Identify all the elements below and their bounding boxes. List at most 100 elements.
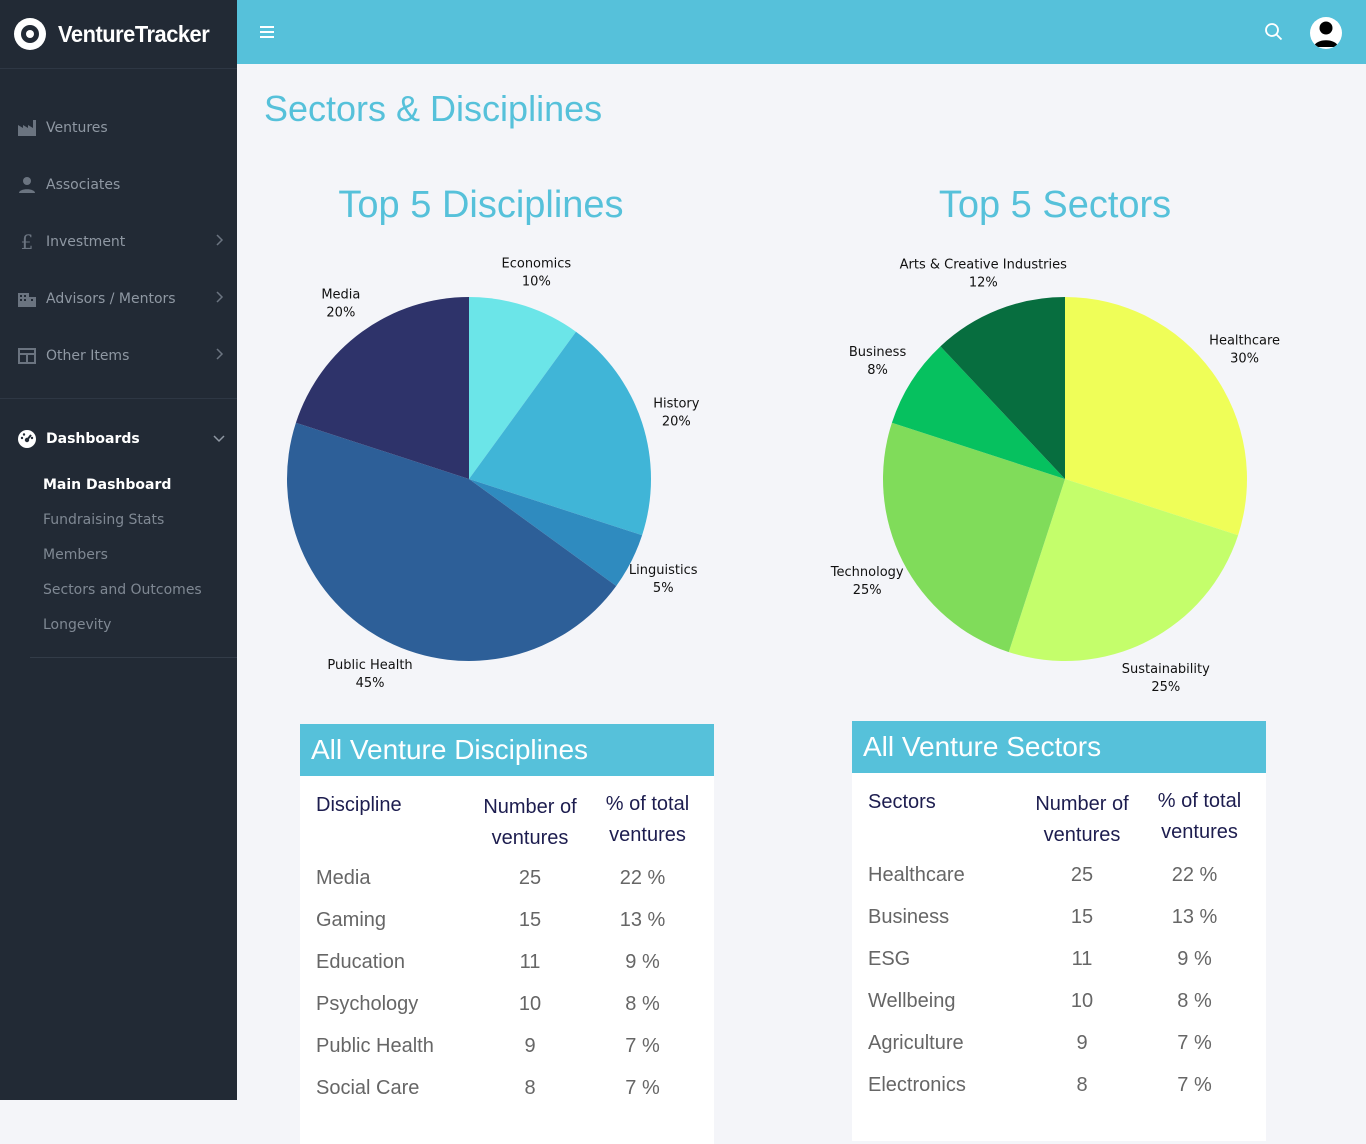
row-name: Healthcare [868,864,965,886]
row-name: ESG [868,948,911,970]
sidebar-item-advisors[interactable]: Advisors / Mentors [0,270,237,327]
column-header-count-line2: ventures [491,827,569,849]
column-header-percent: % of total ventures [1142,786,1257,848]
sidebar-subitem-sectors-outcomes[interactable]: Sectors and Outcomes [43,581,202,598]
row-percent: 7 % [625,1077,660,1099]
sidebar-subitem-main-dashboard[interactable]: Main Dashboard [43,476,172,493]
sidebar-item-investment[interactable]: £ Investment [0,213,237,270]
sectors-pie-slice[interactable] [891,346,1065,479]
column-header-name: Sectors [868,791,936,813]
brand-name: VentureTracker [58,20,210,47]
row-percent: 7 % [625,1035,660,1057]
sidebar-subitem-members[interactable]: Members [43,546,108,563]
sidebar-item-associates[interactable]: Associates [0,156,237,213]
chevron-down-icon [213,435,225,443]
row-name: Social Care [316,1077,420,1099]
disciplines-slice-percent: 10% [522,275,551,290]
row-name: Wellbeing [868,990,956,1012]
sidebar-item-label: Associates [46,176,121,193]
row-count: 25 [518,867,542,889]
disciplines-pie-slice[interactable] [469,479,643,586]
factory-icon [17,118,37,138]
table-row: Electronics 8 7 % [852,1068,1266,1110]
sidebar-subitem-longevity[interactable]: Longevity [43,616,112,633]
row-count: 8 [524,1077,536,1099]
sidebar-divider [30,657,237,658]
pound-icon: £ [20,229,34,254]
row-name: Media [316,867,371,889]
topbar [237,0,1366,64]
column-header-count-line2: ventures [1043,824,1121,846]
row-count: 9 [524,1035,536,1057]
row-count: 8 [1076,1074,1088,1096]
building-icon [17,289,37,309]
disciplines-pie-slice[interactable] [469,297,576,479]
sectors-slice-percent: 8% [867,363,888,378]
row-percent: 7 % [1177,1074,1212,1096]
row-name: Education [316,951,405,973]
row-count: 11 [519,951,541,973]
disciplines-pie-slice[interactable] [295,297,469,479]
disciplines-pie-slice[interactable] [286,422,617,662]
sidebar-item-label: Other Items [46,347,130,364]
search-icon[interactable] [1264,22,1284,42]
row-name: Agriculture [868,1032,964,1054]
sectors-pie-slice[interactable] [940,297,1065,479]
user-silhouette-icon [1314,21,1338,47]
column-header-count: Number of ventures [1022,789,1142,851]
column-header-percent-line1: % of total [1157,790,1242,812]
sectors-pie-slice[interactable] [1008,479,1239,661]
sectors-pie-slice[interactable] [883,422,1065,653]
row-percent: 8 % [1177,990,1212,1012]
sidebar-item-other-items[interactable]: Other Items [0,327,237,384]
row-percent: 9 % [625,951,660,973]
sidebar-item-dashboards[interactable]: Dashboards [0,411,237,467]
row-name: Psychology [316,993,419,1015]
disciplines-table: All Venture Disciplines Discipline Numbe… [300,724,714,1144]
column-header-percent-line1: % of total [605,793,690,815]
row-name: Business [868,906,950,928]
disciplines-slice-percent: 20% [662,415,691,430]
row-percent: 22 % [1171,864,1218,886]
chevron-right-icon [216,348,224,360]
sectors-slice-label: Healthcare [1209,334,1280,349]
sectors-slice-label: Arts & Creative Industries [900,258,1068,273]
pie-charts: Economics 10% History 20% Linguistics 5% Publi… [286,257,1280,695]
sectors-slice-percent: 25% [1151,680,1180,695]
page-title: Sectors & Disciplines [264,88,603,129]
sidebar-divider [0,398,237,399]
sectors-slice-label: Technology [830,565,904,580]
sidebar-subitem-fundraising-stats[interactable]: Fundraising Stats [43,511,165,528]
disciplines-slice-percent: 20% [326,306,355,321]
user-avatar[interactable] [1310,17,1342,49]
column-header-percent-line2: ventures [609,824,686,846]
sidebar-item-ventures[interactable]: Ventures [0,99,237,156]
sidebar-item-label: Dashboards [46,431,140,447]
disciplines-pie-slice[interactable] [469,331,651,536]
column-header-count: Number of ventures [470,792,590,854]
table-row: Public Health 9 7 % [300,1029,714,1071]
brand[interactable]: VentureTracker [0,0,237,69]
disciplines-slice-percent: 45% [356,676,385,691]
row-name: Electronics [868,1074,966,1096]
disciplines-slice-label: Linguistics [629,563,698,578]
row-count: 11 [1071,948,1093,970]
table-header: Sectors Number of ventures % of total ve… [852,773,1266,858]
row-name: Gaming [316,909,387,931]
disciplines-slice-percent: 5% [653,581,674,596]
sectors-slice-label: Sustainability [1122,662,1210,677]
table-row: Business 15 13 % [852,900,1266,942]
row-percent: 8 % [625,993,660,1015]
brand-logo-icon [14,18,46,50]
disciplines-slice-label: Economics [502,257,572,272]
disciplines-slice-label: Media [321,288,360,303]
sidebar: VentureTracker Ventures Associates £ Inv… [0,0,237,1100]
user-icon [17,175,37,195]
table-row: Social Care 8 7 % [300,1071,714,1113]
table-row: Education 11 9 % [300,945,714,987]
table-row: Psychology 10 8 % [300,987,714,1029]
table-row: Gaming 15 13 % [300,903,714,945]
hamburger-menu-icon[interactable] [259,24,277,40]
sectors-pie-slice[interactable] [1065,297,1247,536]
disciplines-slice-label: History [653,397,700,412]
